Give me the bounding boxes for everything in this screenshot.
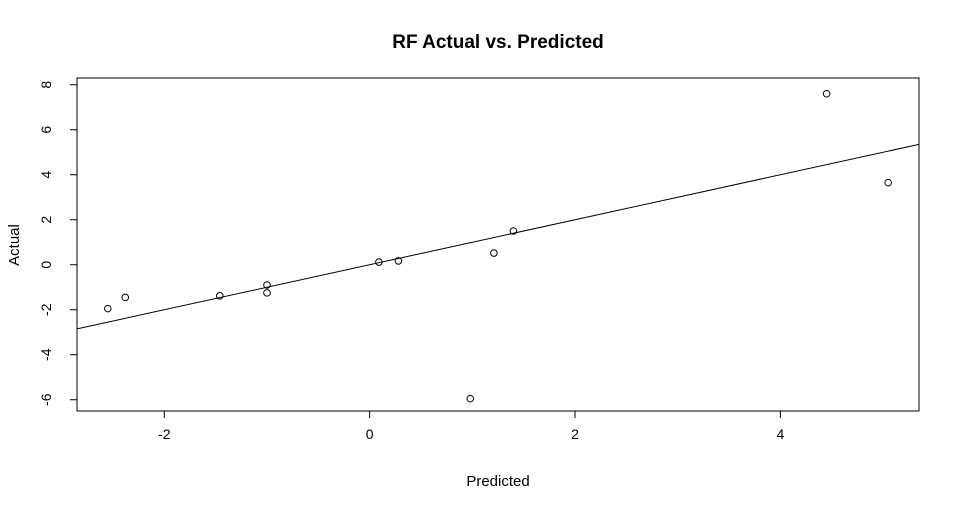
data-point xyxy=(509,227,518,235)
data-point xyxy=(215,292,224,300)
y-tick-label: 4 xyxy=(38,171,54,179)
data-point xyxy=(490,249,498,257)
chart-title: RF Actual vs. Predicted xyxy=(392,32,604,53)
data-point xyxy=(884,178,892,187)
data-point xyxy=(263,281,271,289)
x-axis: -2 0 2 4 xyxy=(158,411,784,442)
x-axis-label: Predicted xyxy=(466,473,529,490)
y-tick-label: 8 xyxy=(38,81,54,89)
data-point xyxy=(466,394,475,403)
data-point xyxy=(263,289,271,297)
y-tick-label: -2 xyxy=(38,303,54,316)
y-tick-label: -6 xyxy=(38,393,54,406)
reference-line xyxy=(76,143,920,330)
points-series xyxy=(104,89,892,403)
x-tick-label: 0 xyxy=(366,426,374,442)
y-axis-label: Actual xyxy=(6,224,23,266)
data-point xyxy=(375,258,383,266)
data-point xyxy=(394,257,403,265)
y-tick-label: 6 xyxy=(38,126,54,134)
y-tick-label: 0 xyxy=(38,261,54,269)
data-point xyxy=(822,89,831,98)
plot-frame xyxy=(76,77,920,412)
x-tick-label: -2 xyxy=(158,426,171,442)
data-point xyxy=(104,304,112,313)
reference-line-group xyxy=(76,143,920,330)
x-tick-label: 2 xyxy=(571,426,579,442)
y-tick-label: -4 xyxy=(38,348,54,361)
data-point xyxy=(121,293,130,302)
y-axis: -6 -4 -2 0 2 4 6 8 xyxy=(38,81,77,406)
x-tick-label: 4 xyxy=(776,426,784,442)
y-tick-label: 2 xyxy=(38,216,54,224)
